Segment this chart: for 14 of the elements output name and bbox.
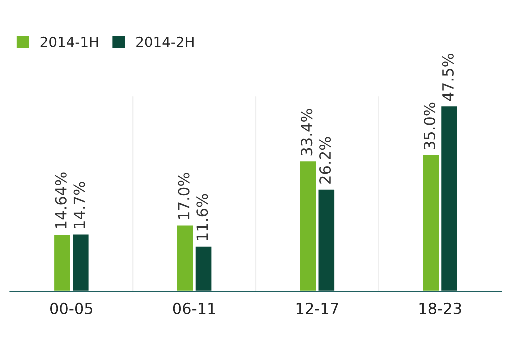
data-label: 33.4% — [301, 109, 313, 156]
x-tick-label: 06-11 — [173, 302, 216, 314]
data-label: 11.6% — [196, 194, 208, 240]
data-label: 35.0% — [424, 102, 436, 150]
data-label: 47.5% — [442, 54, 454, 101]
x-tick-label: 12-17 — [296, 302, 338, 314]
x-tick-label: 18-23 — [420, 302, 462, 314]
data-label: 26.2% — [320, 137, 332, 184]
data-label: 14.64% — [55, 172, 67, 228]
data-label: 14.7% — [74, 182, 86, 228]
legend-label: 2014-1H — [40, 36, 98, 48]
x-tick-label: 00-05 — [50, 302, 93, 314]
legend-label: 2014-2H — [136, 36, 194, 48]
data-label: 17.0% — [178, 173, 190, 220]
